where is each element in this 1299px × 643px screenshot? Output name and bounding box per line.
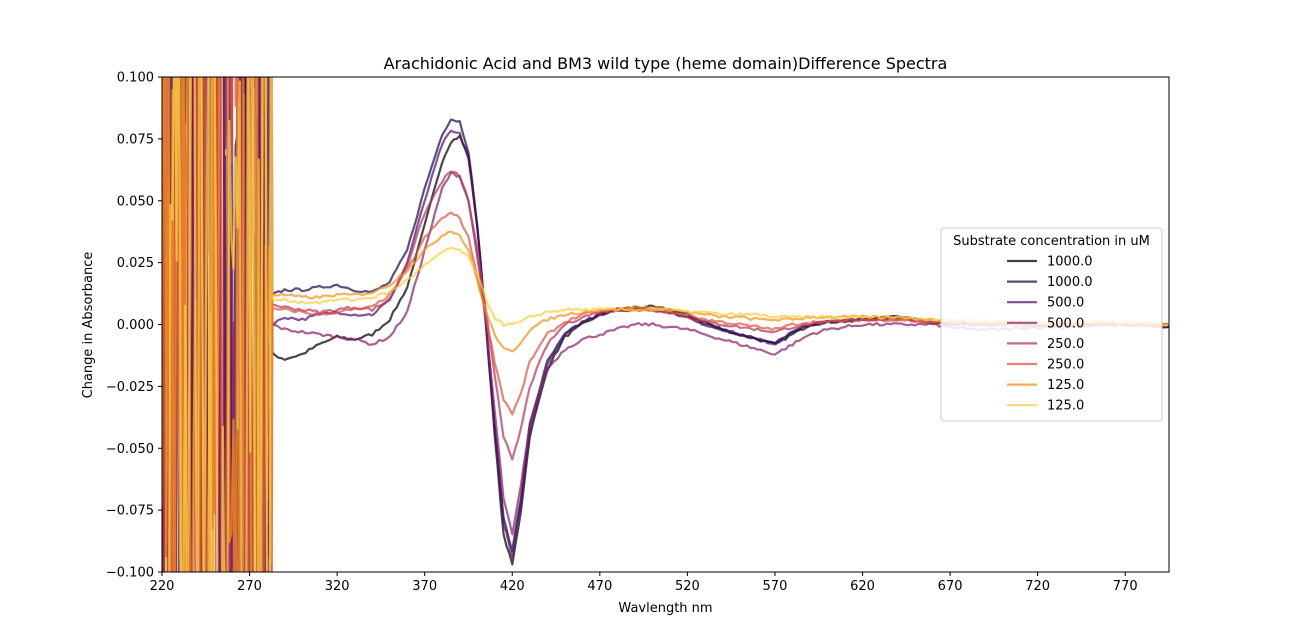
y-tick-label: 0.100: [117, 71, 154, 86]
x-tick-label: 620: [850, 579, 875, 594]
legend-label: 1000.0: [1047, 275, 1093, 290]
y-tick-label: −0.100: [106, 566, 154, 581]
legend-box: [940, 227, 1163, 422]
y-tick-label: −0.050: [106, 442, 154, 457]
x-tick-label: 670: [938, 579, 963, 594]
y-tick-label: 0.025: [117, 256, 154, 271]
x-tick-label: 570: [763, 579, 788, 594]
x-tick-label: 420: [500, 579, 525, 594]
legend-label: 125.0: [1047, 399, 1084, 414]
series-noise-line: [165, 77, 274, 572]
x-tick-label: 470: [587, 579, 612, 594]
legend-label: 125.0: [1047, 378, 1084, 393]
legend-label: 500.0: [1047, 296, 1084, 311]
x-tick-label: 220: [150, 579, 175, 594]
x-tick-label: 720: [1025, 579, 1050, 594]
legend-label: 1000.0: [1047, 255, 1093, 270]
x-axis: 220 270 320 370 420 470 520 570 620 670 720 770: [150, 572, 1138, 594]
y-tick-label: 0.050: [117, 194, 154, 209]
legend-label: 250.0: [1047, 358, 1084, 373]
x-tick-label: 770: [1113, 579, 1138, 594]
legend-entries: 1000.0 1000.0 500.0 500.0 250.0 250.0 125.0 125…: [1007, 255, 1093, 414]
x-axis-label: Wavlength nm: [618, 601, 712, 616]
y-axis-label: Change in Absorbance: [81, 252, 96, 399]
x-tick-label: 520: [675, 579, 700, 594]
x-tick-label: 320: [325, 579, 350, 594]
y-axis: −0.100 −0.075 −0.050 −0.025 0.000 0.025 0.050 0…: [106, 71, 162, 581]
x-tick-label: 370: [412, 579, 437, 594]
chart-title: Arachidonic Acid and BM3 wild type (heme…: [384, 54, 948, 73]
y-tick-label: −0.075: [106, 504, 154, 519]
y-tick-label: 0.075: [117, 132, 154, 147]
legend-title: Substrate concentration in uM: [953, 234, 1150, 249]
x-tick-label: 270: [237, 579, 262, 594]
y-tick-label: −0.025: [106, 380, 154, 395]
y-tick-label: 0.000: [117, 318, 154, 333]
legend: Substrate concentration in uM 1000.01000…: [940, 227, 1163, 422]
legend-label: 500.0: [1047, 316, 1084, 331]
legend-label: 250.0: [1047, 337, 1084, 352]
